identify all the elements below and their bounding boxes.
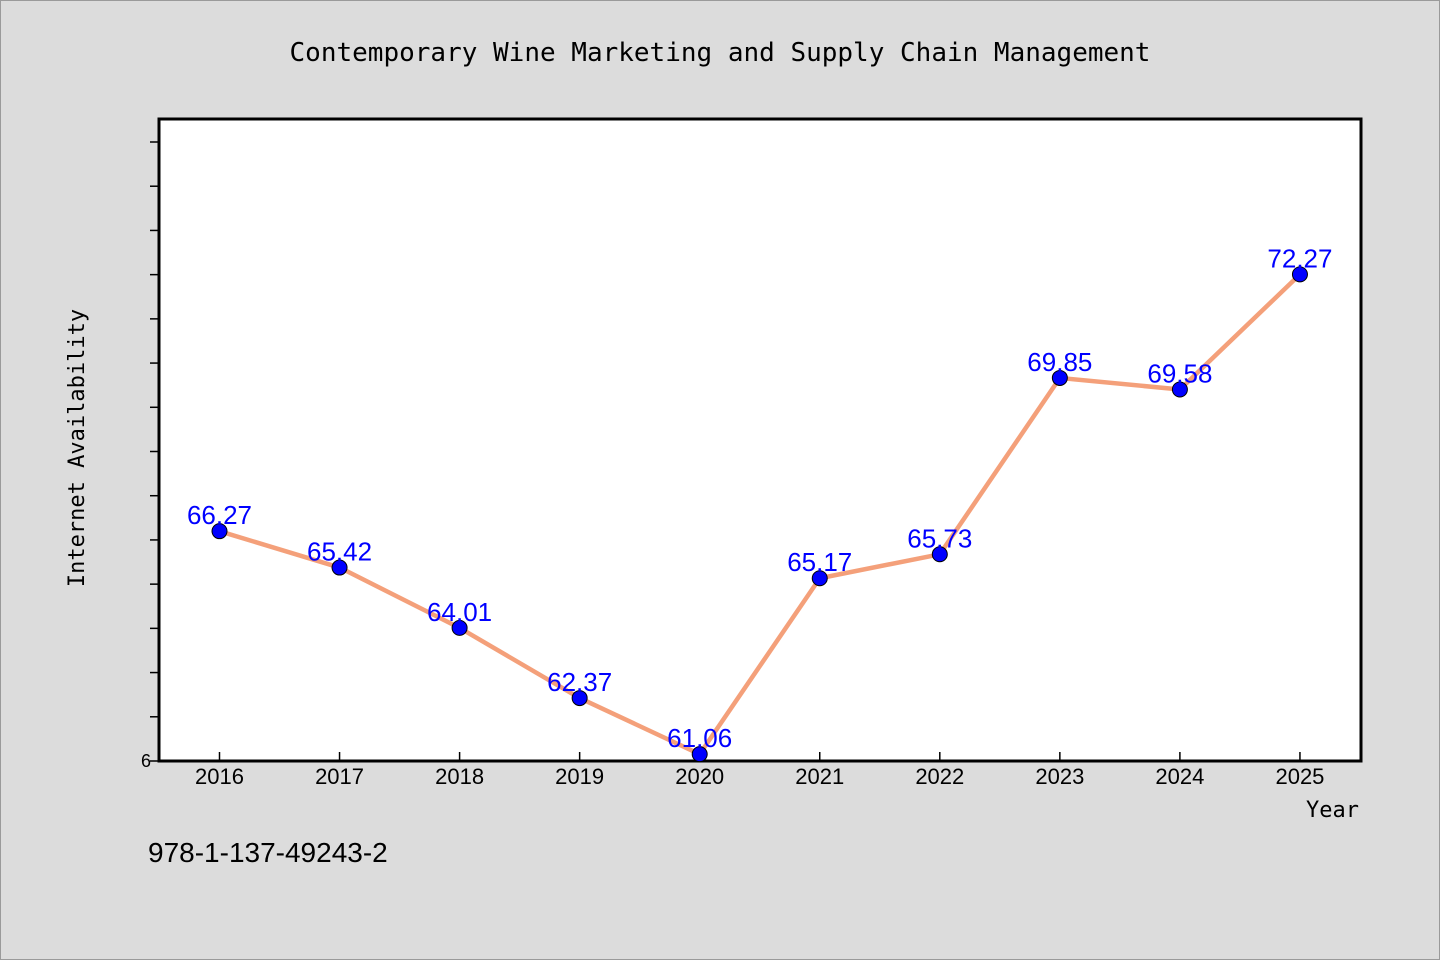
x-axis-label: Year: [1306, 798, 1359, 823]
y-axis-label: Internet Availability: [65, 309, 90, 587]
chart-title: Contemporary Wine Marketing and Supply C…: [290, 38, 1151, 68]
series-layer: 66.27 65.42 64.01 62.37 61.06 65.17 65.73 69.85…: [187, 243, 1332, 763]
data-point: [211, 523, 228, 540]
data-label: 62.37: [547, 667, 612, 697]
data-label: 64.01: [427, 597, 492, 627]
x-tick-label: 2022: [915, 764, 964, 789]
x-tick-label: 2017: [315, 764, 364, 789]
x-tick-label: 2025: [1275, 764, 1324, 789]
data-label: 72.27: [1267, 243, 1332, 273]
data-point: [451, 619, 468, 636]
x-tick-label: 2018: [435, 764, 484, 789]
data-label: 69.58: [1147, 358, 1212, 388]
data-label: 65.17: [787, 547, 852, 577]
data-label: 65.73: [907, 523, 972, 553]
data-point: [691, 746, 708, 763]
data-label: 61.06: [667, 723, 732, 753]
data-point: [1171, 381, 1188, 398]
data-point: [331, 559, 348, 576]
data-label: 69.85: [1027, 347, 1092, 377]
isbn-text: 978-1-137-49243-2: [148, 837, 388, 868]
data-point: [571, 690, 588, 707]
data-point: [811, 570, 828, 587]
data-point: [931, 546, 948, 563]
x-tick-label: 2024: [1155, 764, 1204, 789]
y-axis-ticks: 6: [141, 141, 159, 771]
x-tick-label: 2023: [1035, 764, 1084, 789]
data-label: 65.42: [307, 537, 372, 567]
x-tick-label: 2021: [795, 764, 844, 789]
x-axis-ticks: 2016 2017 2018 2019 2020 2021 2022 2023 2024 2025: [195, 752, 1324, 789]
x-tick-label: 2019: [555, 764, 604, 789]
plot-area: [157, 117, 1363, 763]
y-tick-label: 6: [141, 751, 151, 771]
data-label: 66.27: [187, 500, 252, 530]
data-point: [1051, 369, 1068, 386]
x-tick-label: 2020: [675, 764, 724, 789]
x-tick-label: 2016: [195, 764, 244, 789]
series-line: [217, 272, 1303, 757]
data-point: [1291, 266, 1308, 283]
